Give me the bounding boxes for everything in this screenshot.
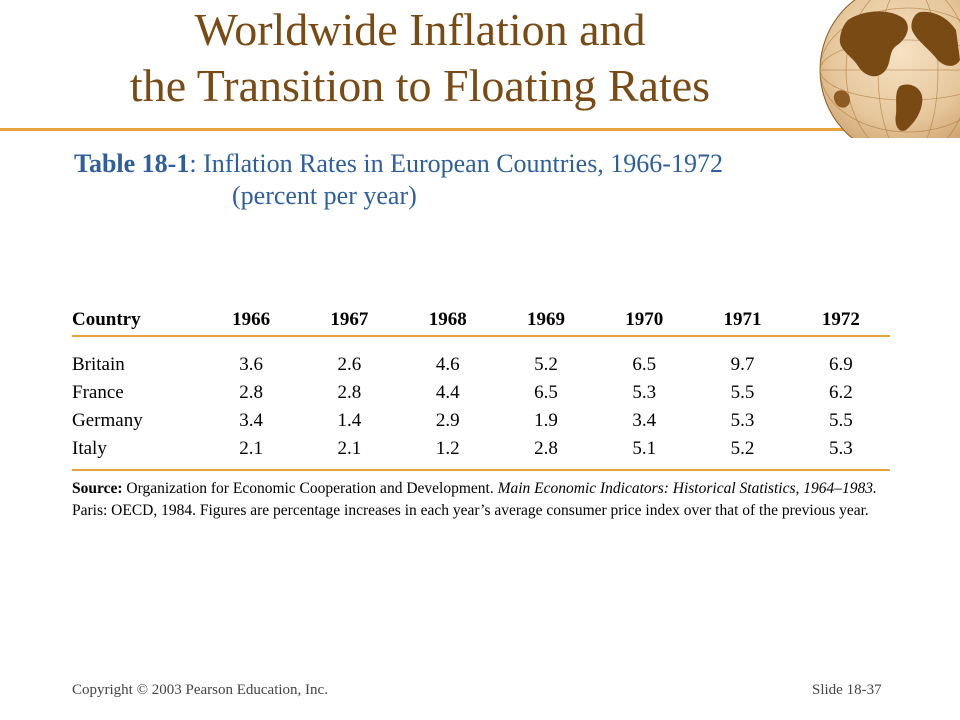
table-cell: 2.8 [496,435,596,471]
source-note: Source: Organization for Economic Cooper… [72,478,890,522]
country-cell: Italy [72,435,202,471]
table-label: Table 18-1 [74,149,190,178]
column-header-1967: 1967 [300,305,399,337]
copyright-footer: Copyright © 2003 Pearson Education, Inc. [72,682,328,698]
table-row: Italy 2.1 2.1 1.2 2.8 5.1 5.2 5.3 [72,435,890,471]
table-cell: 5.3 [632,382,657,403]
table-cell: 5.3 [730,410,755,431]
table-header-row: Country 1966 1967 1968 1969 1970 1971 19… [72,305,890,337]
table-cell: 6.5 [632,354,657,375]
title-line-1: Worldwide Inflation and [194,4,646,55]
title-line-2: the Transition to Floating Rates [129,60,711,111]
column-header-1969: 1969 [496,305,596,337]
source-label: Source: [72,480,123,497]
column-header-1966: 1966 [202,305,301,337]
table-cell: 6.9 [828,354,853,375]
table-cell: 5.5 [730,382,755,403]
source-text-1: Organization for Economic Cooperation an… [126,480,494,497]
table-cell: 4.4 [435,382,460,403]
slide-number: Slide 18-37 [812,682,882,698]
table-cell: 1.9 [534,410,558,431]
table-row: Germany 3.4 1.4 2.9 1.9 3.4 5.3 5.5 [72,407,890,435]
table-cell: 4.6 [435,354,460,375]
table-cell: 9.7 [730,354,755,375]
table-cell: 1.2 [398,435,497,471]
table-caption: Table 18-1: Inflation Rates in European … [74,148,894,212]
table-cell: 3.4 [239,410,264,431]
table-cell: 6.2 [828,382,853,403]
title-divider [0,128,960,131]
column-header-1970: 1970 [595,305,694,337]
table-row: Britain 3.6 2.6 4.6 5.2 6.5 9.7 6.9 [72,336,890,379]
table-row: France 2.8 2.8 4.4 6.5 5.3 5.5 6.2 [72,379,890,407]
table-caption-text: : Inflation Rates in European Countries,… [189,149,723,178]
table-cell: 2.1 [300,435,399,471]
source-publication: Main Economic Indicators: Historical Sta… [497,480,877,497]
table-cell: 5.2 [693,435,792,471]
table-cell: 6.5 [534,382,558,403]
source-text-2: Paris: OECD, 1984. Figures are percentag… [72,502,869,519]
table-cell: 2.8 [337,382,362,403]
table-units: (percent per year) [232,181,417,210]
inflation-table: Country 1966 1967 1968 1969 1970 1971 19… [72,305,890,471]
table-cell: 2.8 [239,382,264,403]
table-cell: 1.4 [337,410,362,431]
column-header-1972: 1972 [791,305,890,337]
country-cell: Germany [72,410,143,431]
table-cell: 5.3 [791,435,890,471]
globe-icon [819,0,960,138]
table-cell: 5.5 [828,410,853,431]
table-cell: 5.1 [595,435,694,471]
column-header-country: Country [72,305,202,337]
table-cell: 2.9 [435,410,460,431]
table-cell: 3.4 [632,410,657,431]
table-cell: 2.1 [202,435,301,471]
table-cell: 3.6 [239,354,264,375]
table-cell: 5.2 [534,354,558,375]
table-cell: 2.6 [337,354,362,375]
column-header-1968: 1968 [398,305,497,337]
slide-title: Worldwide Inflation and the Transition t… [0,2,840,114]
country-cell: Britain [72,354,125,375]
column-header-1971: 1971 [693,305,792,337]
country-cell: France [72,382,124,403]
